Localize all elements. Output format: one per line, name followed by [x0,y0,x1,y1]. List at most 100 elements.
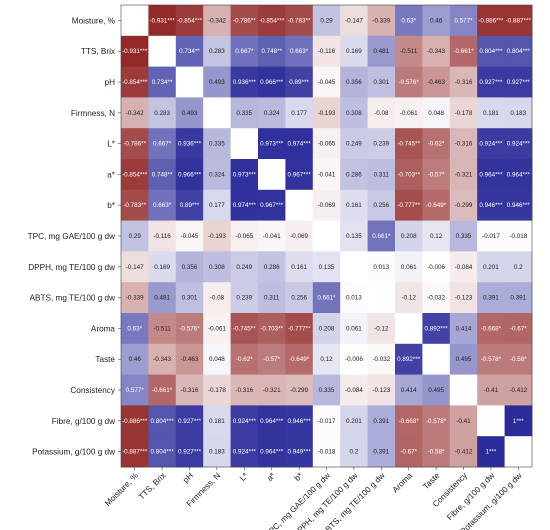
heatmap-cell [175,97,204,129]
heatmap-cell [395,251,423,283]
heatmap-cell [258,128,286,160]
heatmap-cell [203,35,231,67]
heatmap-cell [367,189,396,221]
heatmap-cell [175,436,204,468]
heatmap-cell [504,97,533,129]
heatmap-cell [449,97,478,129]
heatmap-cell [203,282,231,314]
cell-value-label: -0.178 [208,387,226,394]
column-label: Taste [421,471,442,492]
heatmap-cell-diagonal [175,66,204,98]
cell-value-label: -0.661* [453,48,474,55]
heatmap-cell [203,436,231,468]
heatmap-cell [258,436,286,468]
heatmap-cell [175,5,204,37]
heatmap-cell-diagonal [367,282,395,313]
cell-value-label: 0.048 [209,356,225,363]
cell-value-label: 0.161 [291,264,307,271]
heatmap-cell [121,35,149,67]
column-label: Moisture, % [103,471,140,508]
heatmap-cell [258,282,286,314]
heatmap-cell [203,374,231,406]
cell-value-label: -0.017 [318,418,336,425]
cell-value-label: -0.57* [428,171,445,178]
heatmap-cell [340,313,368,345]
cell-value-label: -0.084 [345,387,363,394]
heatmap-cell [230,35,259,67]
cell-value-label: 0.481 [154,295,170,302]
heatmap-cell [148,66,177,98]
cell-value-label: -0.316 [181,387,199,394]
cell-value-label: 0.663* [290,48,309,55]
heatmap-cell [422,405,451,437]
cell-value-label: -0.854*** [122,79,148,86]
cell-value-label: 0.311 [374,171,390,178]
heatmap-cell [121,66,149,98]
cell-value-label: 0.181 [483,110,499,117]
cell-value-label: 0.946*** [288,418,312,425]
heatmap-cell [121,220,149,252]
cell-value-label: 0.927*** [507,79,531,86]
heatmap-cell [258,374,286,406]
heatmap-cell [367,313,396,345]
cell-value-label: 0.286 [264,264,280,271]
heatmap-cells: -0.931*** -0.854*** -0.342 -0.786** -0.854**… [121,5,533,468]
heatmap-cell [121,343,149,375]
cell-value-label: -0.065 [318,141,336,148]
column-label: b* [293,470,305,482]
heatmap-cell-diagonal [395,313,423,344]
column-label: Aroma [391,471,415,495]
cell-value-label: -0.783** [123,202,146,209]
cell-value-label: -0.854*** [122,171,148,178]
heatmap-cell [121,128,149,160]
heatmap-cell [175,35,204,67]
heatmap-cell [449,159,478,191]
cell-value-label: 0.663* [153,202,172,209]
heatmap-cell [422,220,451,252]
cell-value-label: -0.116 [318,48,336,55]
heatmap-cell [504,405,533,437]
heatmap-cell [340,405,368,437]
heatmap-cell [504,35,533,67]
heatmap-cell [477,251,505,283]
row-labels: Moisture, % TTS, Brix pH Firmness, N L* a* b* T… [28,16,121,457]
heatmap-cell [449,128,478,160]
cell-value-label: 0.936*** [233,79,257,86]
heatmap-cell [121,405,149,437]
cell-value-label: -0.316 [455,79,473,86]
cell-value-label: 0.177 [291,110,307,117]
heatmap-cell [477,220,505,252]
heatmap-cell [285,128,314,160]
cell-value-label: 0.804*** [151,418,175,425]
cell-value-label: 0.391 [483,295,499,302]
heatmap-cell [312,159,341,191]
heatmap-cell [121,159,149,191]
heatmap-cell [504,313,533,345]
heatmap-cell [449,66,478,98]
cell-value-label: 0.661* [317,295,336,302]
row-label: Taste [95,355,115,364]
cell-value-label: -0.08 [210,295,225,302]
heatmap-cell [148,97,177,129]
heatmap-cell [422,159,451,191]
cell-value-label: 0.927*** [479,79,503,86]
heatmap-cell [504,251,533,283]
cell-value-label: -0.193 [208,233,226,240]
cell-value-label: -0.12 [374,325,389,332]
heatmap-cell [395,405,423,437]
cell-value-label: 0.974*** [288,141,312,148]
cell-value-label: 0.964*** [260,418,284,425]
cell-value-label: -0.463 [427,79,445,86]
cell-value-label: 0.283 [154,110,170,117]
cell-value-label: 0.239 [236,295,252,302]
cell-value-label: -0.67* [510,325,527,332]
cell-value-label: -0.084 [455,264,473,271]
cell-value-label: 0.63* [401,17,416,24]
cell-value-label: -0.62* [428,141,445,148]
heatmap-cell [477,313,505,345]
cell-value-label: -0.193 [318,110,336,117]
heatmap-cell [395,35,423,67]
heatmap-cell [395,282,423,314]
cell-value-label: 0.161 [346,202,362,209]
cell-value-label: 1*** [485,449,496,456]
